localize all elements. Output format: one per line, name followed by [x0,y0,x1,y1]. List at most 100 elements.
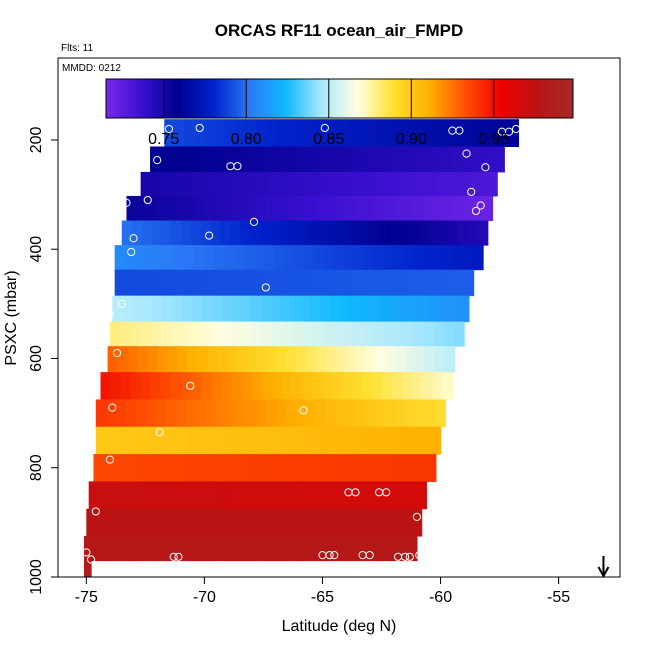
colorbar-swatch [561,79,565,118]
heat-cell [428,220,439,246]
heat-cell [154,245,166,271]
heat-cell [215,536,226,562]
colorbar-swatch [330,79,333,118]
heat-cell [210,220,222,246]
plot-frame [57,57,621,578]
heat-cell [382,146,394,173]
heat-cell [346,481,358,510]
heat-cell [241,146,252,173]
heat-cell [373,195,385,222]
heat-cell [224,508,235,537]
heat-cell [373,269,385,297]
heat-cell [241,372,252,400]
heat-cell [114,536,125,562]
heat-cell [378,220,390,246]
heat-cell [329,426,340,455]
heat-cell [349,426,361,455]
colorbar-swatch [274,79,277,118]
heat-cell [453,146,465,173]
heat-cell [498,119,509,148]
heat-cell [359,426,371,455]
heat-cell [284,269,295,297]
colorbar-swatch [437,79,441,118]
heat-cell [220,146,232,173]
colorbar-swatch [138,79,142,118]
heat-cell [259,171,270,197]
heat-cell [174,119,186,148]
heat-cell [126,426,137,455]
heat-cell [140,321,152,347]
data-layers [83,119,520,578]
heat-cell [328,171,340,197]
x-axis: -75 -70 -65 -60 -55 [75,577,570,606]
heat-cell [362,146,374,173]
heat-cell [224,454,236,482]
heat-cell [413,321,425,347]
colorbar-swatch [341,79,345,118]
colorbar-swatch [292,79,296,118]
heat-cell [473,146,485,173]
y-tick-label: 1000 [28,559,45,595]
colorbar-swatch [176,79,179,118]
heat-cell [105,426,117,455]
heat-cell [164,119,175,148]
heat-cell [381,372,393,400]
colorbar-swatch [414,79,417,118]
y-axis-label: PSXC (mbar) [3,270,20,365]
heat-cell [96,508,107,537]
heat-cell [118,481,130,510]
heat-cell [335,454,346,482]
colorbar-swatch [136,79,140,118]
observation-point [186,381,195,390]
heat-cell [312,321,324,347]
colorbar-swatch [108,79,112,118]
heat-cell [423,269,435,297]
heat-cell [135,508,147,537]
observation-point [105,455,115,464]
colorbar-swatch [171,79,175,118]
colorbar-swatch [481,79,485,118]
heat-cell [375,454,387,482]
heat-cell [244,508,255,537]
heat-cell [430,426,442,455]
observation-point [405,552,414,561]
heat-cell [298,426,310,455]
colorbar-swatch [407,79,410,118]
heat-cell [295,536,307,562]
heat-cell [201,372,212,400]
heat-cell [250,295,262,323]
heat-cell [383,245,395,271]
heat-cell [265,399,277,428]
heat-cell [174,536,186,562]
heat-cell [433,195,444,222]
heat-cell [177,346,188,373]
heat-cell [333,245,345,271]
heat-cell [397,119,408,148]
heat-cell [344,195,355,222]
heat-cell [427,171,439,197]
heat-cell [399,295,411,323]
heat-cell [145,508,156,537]
heat-cell [144,536,156,562]
observation-point [382,488,391,497]
colorbar-tick-label: 0.75 [148,131,179,148]
heat-cell [342,321,354,347]
observation-point [169,552,178,561]
heat-cell [291,372,303,400]
colorbar-swatch [491,79,494,118]
heat-cell [408,220,420,246]
colorbar-swatch [260,79,263,118]
heat-cell [345,399,356,428]
colorbar-swatch [299,79,303,118]
heat-cell [239,171,251,197]
heat-cell [83,536,95,562]
observation-point [86,555,96,564]
heat-cell [322,146,333,173]
colorbar-swatch [239,79,242,118]
heat-cell [346,536,357,562]
heat-cell [180,321,192,347]
heat-cell [154,536,166,562]
heat-cell [325,399,337,428]
heat-cell [171,295,183,323]
heat-cell [221,295,232,323]
